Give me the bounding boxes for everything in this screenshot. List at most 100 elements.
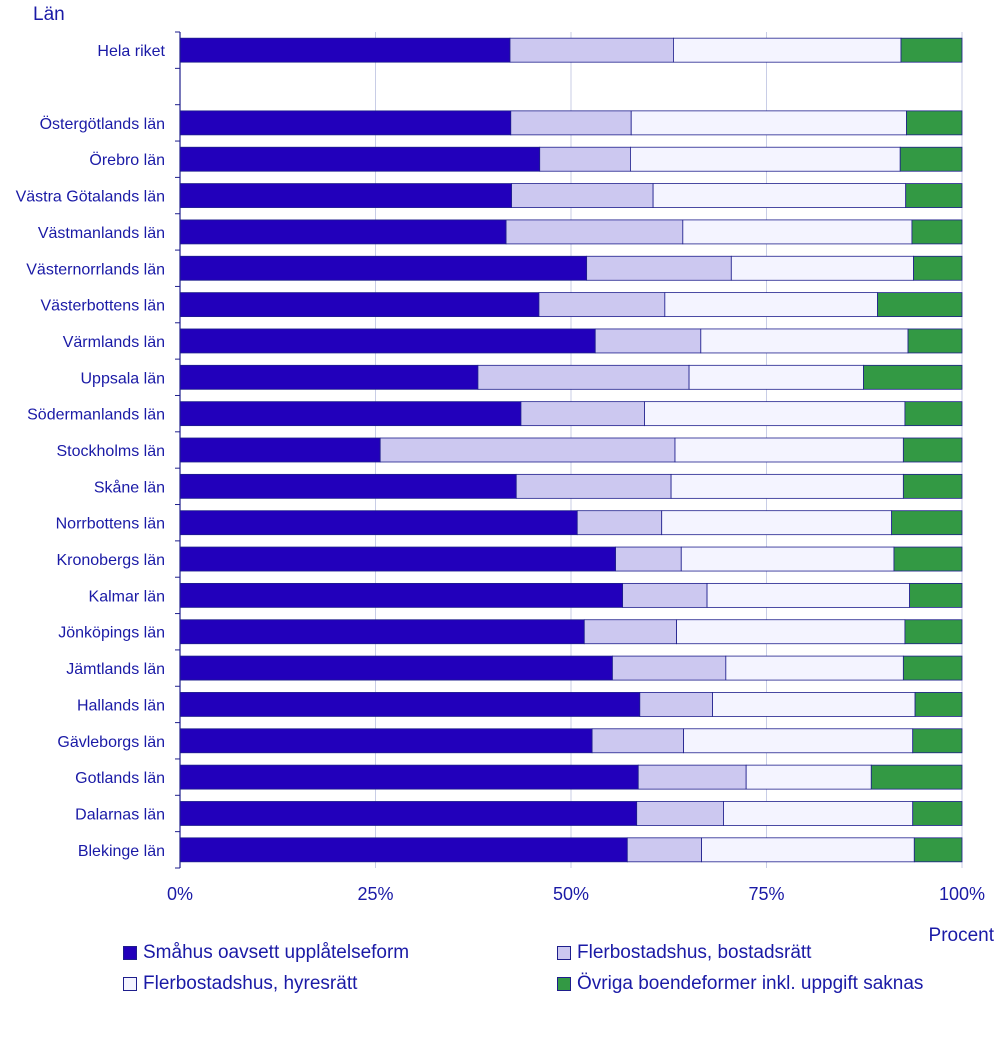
bar-segment	[670, 473, 904, 499]
bar-segment	[891, 510, 963, 536]
bar-segment	[630, 110, 907, 136]
bar-segment	[179, 582, 624, 608]
legend-item-smahus: Småhus oavsett upplåtelseform	[123, 942, 409, 964]
bar-segment	[626, 837, 702, 863]
bar-segment	[911, 219, 963, 245]
category-label: Hallands län	[77, 697, 165, 714]
bar-segment	[179, 401, 522, 427]
bar-segment	[477, 364, 690, 390]
bar-segment	[179, 146, 541, 172]
x-tick-label: 0%	[167, 884, 193, 904]
bar-segment	[539, 146, 631, 172]
bar-segment	[712, 692, 916, 717]
x-tick-label: 50%	[553, 884, 589, 904]
bar-segment	[179, 764, 639, 790]
bar-segment	[583, 619, 677, 645]
bar-segment	[630, 146, 901, 172]
bar-segment	[652, 183, 907, 208]
bar-segment	[179, 801, 638, 826]
category-label: Jönköpings län	[58, 625, 165, 642]
bar-segment	[509, 37, 674, 63]
category-label: Västmanlands län	[38, 225, 165, 242]
bar-segment	[906, 110, 963, 136]
category-label: Jämtlands län	[66, 661, 165, 678]
bar-segment	[706, 582, 911, 608]
bar-segment	[179, 546, 616, 572]
bar-segment	[591, 728, 685, 754]
bar-segment	[664, 292, 878, 318]
bar-segment	[576, 510, 663, 536]
bar-segment	[682, 219, 913, 245]
bar-segment	[515, 473, 672, 499]
bar-segment	[905, 183, 963, 208]
bar-segment	[688, 364, 864, 390]
bar-segment	[730, 255, 914, 281]
bar-segment	[179, 728, 593, 754]
bar-segment	[586, 255, 732, 281]
category-label: Skåne län	[94, 478, 165, 496]
bar-segment	[179, 37, 511, 63]
bar-segment	[639, 692, 713, 717]
bar-segment	[673, 37, 902, 63]
legend-item-hyresratt: Flerbostadshus, hyresrätt	[123, 973, 357, 995]
legend-swatch	[123, 977, 137, 991]
bar-segment	[179, 328, 596, 354]
bar-segment	[909, 582, 963, 608]
bar-segment	[907, 328, 963, 354]
bar-segment	[179, 473, 517, 499]
bar-segment	[725, 655, 904, 681]
bar-segment	[912, 728, 963, 754]
bar-segment	[870, 764, 963, 790]
x-tick-label: 100%	[939, 884, 985, 904]
bar-segment	[179, 364, 479, 390]
x-tick-label: 25%	[357, 884, 393, 904]
legend-label: Flerbostadshus, bostadsrätt	[577, 942, 812, 963]
legend-item-ovriga: Övriga boendeformer inkl. uppgift saknas	[557, 973, 923, 995]
category-label: Västra Götalands län	[16, 189, 165, 206]
category-label: Kalmar län	[89, 588, 165, 605]
bar-segment	[904, 619, 963, 645]
bar-segment	[379, 437, 676, 463]
category-label: Stockholms län	[57, 443, 166, 460]
bar-segment	[914, 692, 963, 717]
bar-segment	[622, 582, 708, 608]
bar-segment	[179, 110, 512, 136]
bar-segment	[902, 655, 963, 681]
bar-segment	[745, 764, 872, 790]
bar-segment	[594, 328, 702, 354]
bar-segment	[913, 255, 963, 281]
bar-segment	[179, 619, 585, 645]
bar-segment	[179, 219, 507, 245]
bar-segment	[893, 546, 963, 572]
bar-segment	[538, 292, 666, 318]
category-label: Kronobergs län	[56, 552, 165, 569]
bar-segment	[904, 401, 963, 427]
bar-segment	[637, 764, 747, 790]
bar-segment	[912, 801, 963, 826]
bar-segment	[520, 401, 645, 427]
legend-swatch	[557, 946, 571, 960]
category-label: Uppsala län	[81, 370, 166, 387]
bar-segment	[913, 837, 963, 863]
category-label: Västerbottens län	[40, 298, 165, 315]
y-axis-title: Län	[33, 4, 65, 25]
bar-segment	[676, 619, 906, 645]
bar-segment	[700, 328, 909, 354]
bar-segment	[661, 510, 893, 536]
bar-segment	[510, 110, 632, 136]
bar-segment	[863, 364, 963, 390]
bar-segment	[179, 292, 540, 318]
bar-segment	[902, 473, 963, 499]
bar-segment	[511, 183, 654, 208]
bar-segment	[902, 437, 963, 463]
bar-segment	[505, 219, 684, 245]
category-label: Örebro län	[89, 151, 165, 169]
bar-segment	[179, 837, 628, 863]
category-label: Södermanlands län	[27, 407, 165, 424]
x-tick-label: 75%	[748, 884, 784, 904]
category-label: Norrbottens län	[56, 516, 165, 533]
category-label: Gävleborgs län	[57, 734, 165, 751]
legend-label: Flerbostadshus, hyresrätt	[143, 973, 358, 994]
bar-segment	[615, 546, 682, 572]
